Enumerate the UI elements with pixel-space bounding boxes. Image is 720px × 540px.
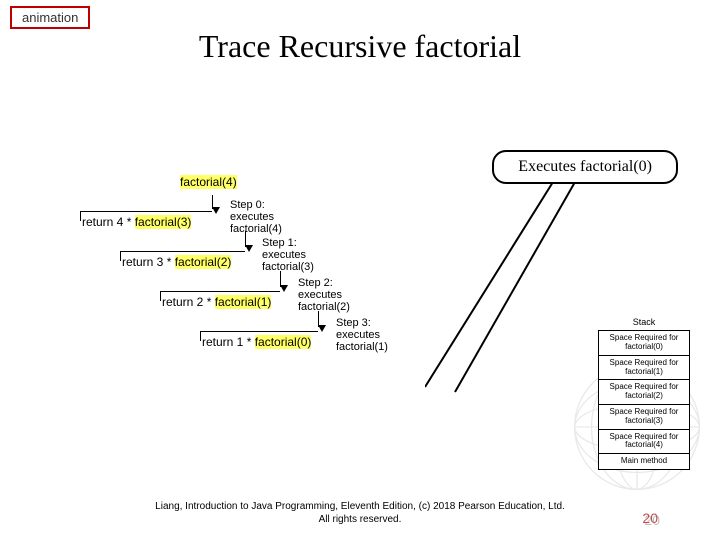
animation-badge: animation: [10, 6, 90, 29]
return-0-prefix: return 4 *: [82, 215, 135, 229]
stack-frame: Space Required for factorial(3): [598, 404, 690, 429]
trace-diagram: factorial(4) Step 0: executes factorial(…: [50, 175, 311, 357]
return-1-prefix: return 3 *: [122, 255, 175, 269]
return-1-call: factorial(2): [175, 255, 232, 269]
stack-label: Stack: [598, 317, 690, 327]
step-label-3: Step 3: executes factorial(1): [336, 317, 388, 353]
slide-title: Trace Recursive factorial: [0, 28, 720, 65]
callout-connector: [425, 182, 605, 402]
stack-frame: Space Required for factorial(2): [598, 379, 690, 404]
return-0-call: factorial(3): [135, 215, 192, 229]
return-2-prefix: return 2 *: [162, 295, 215, 309]
stack-frame: Space Required for factorial(4): [598, 429, 690, 454]
page-number: 20: [642, 510, 658, 526]
footer-citation: Liang, Introduction to Java Programming,…: [0, 500, 720, 526]
footer-line-1: Liang, Introduction to Java Programming,…: [155, 501, 565, 512]
stack-frame: Space Required for factorial(0): [598, 330, 690, 355]
trace-root: factorial(4): [180, 175, 237, 189]
call-stack: Stack Space Required for factorial(0) Sp…: [598, 317, 690, 470]
return-2-call: factorial(1): [215, 295, 272, 309]
stack-frame: Space Required for factorial(1): [598, 355, 690, 380]
callout-bubble: Executes factorial(0): [492, 150, 678, 184]
return-3-call: factorial(0): [255, 335, 312, 349]
footer-line-2: All rights reserved.: [319, 514, 402, 525]
stack-frame: Main method: [598, 453, 690, 470]
return-3-prefix: return 1 *: [202, 335, 255, 349]
